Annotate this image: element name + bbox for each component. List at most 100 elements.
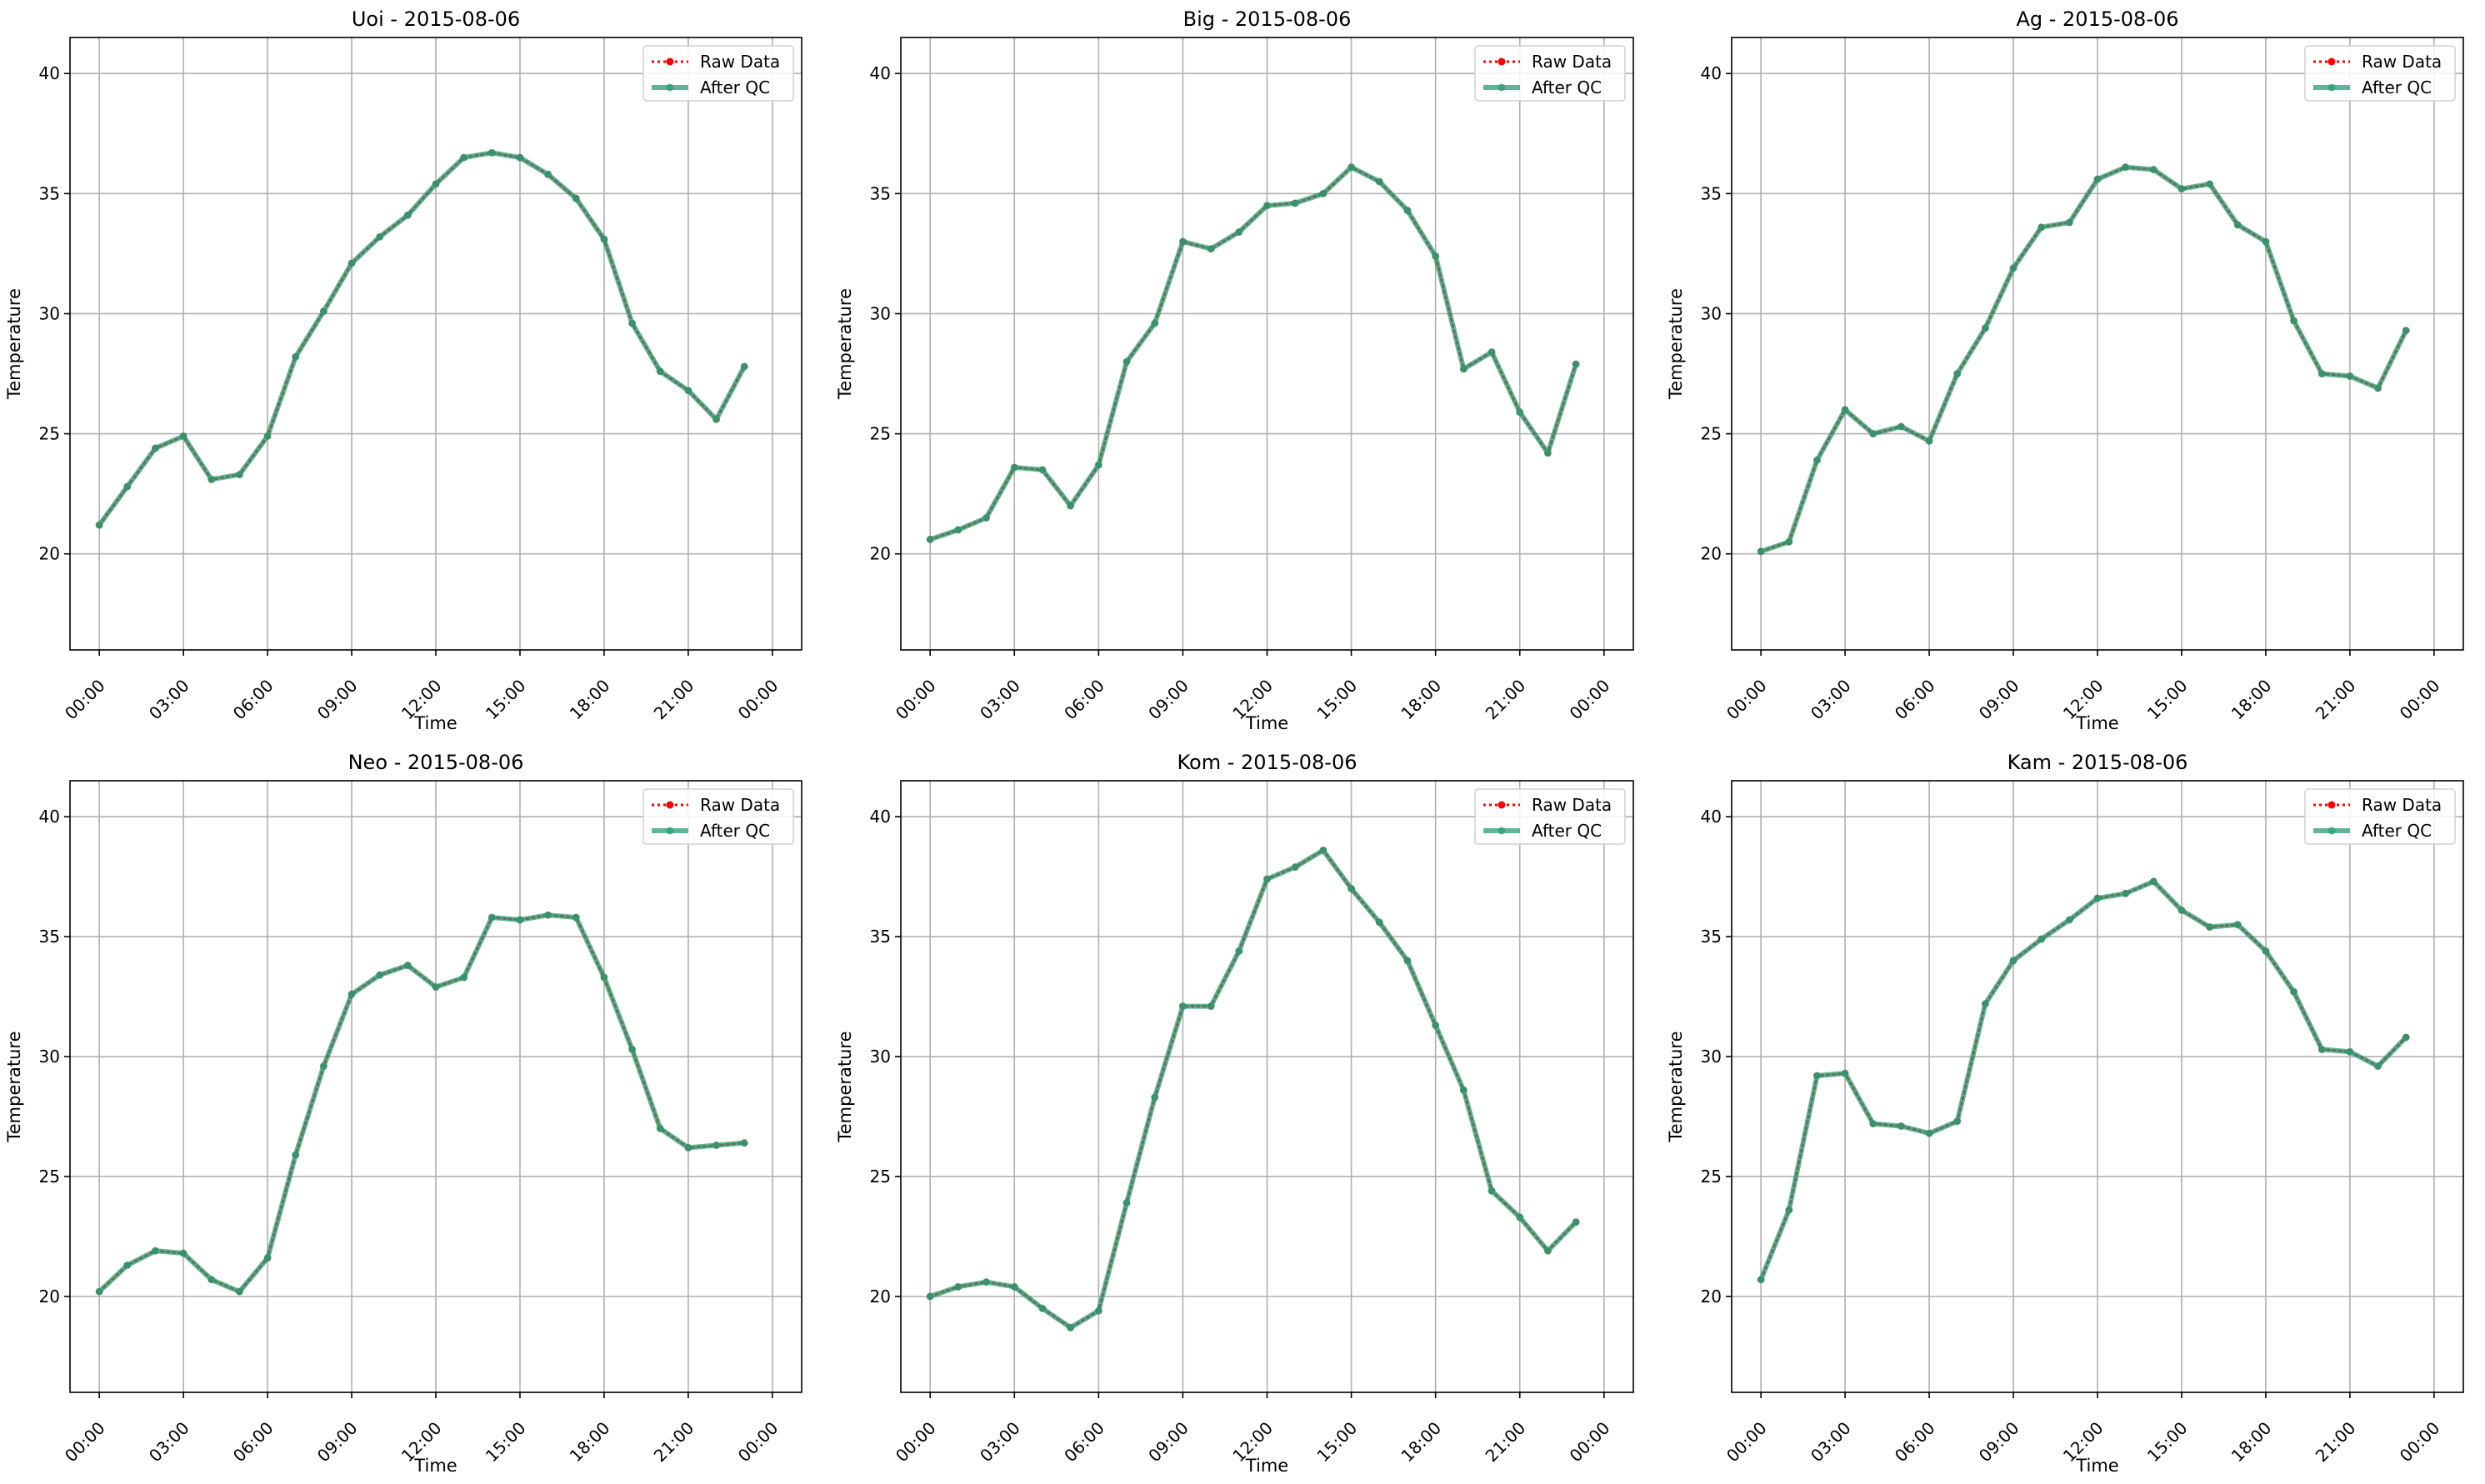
x-tick-label: 00:00	[2396, 676, 2444, 724]
x-tick-label: 06:00	[229, 1418, 278, 1467]
x-tick-label: 21:00	[1482, 676, 1530, 724]
x-tick-label: 00:00	[734, 676, 782, 724]
legend-label-after-qc: After QC	[1532, 77, 1602, 97]
after-qc-point	[1178, 237, 1187, 246]
after-qc-point	[208, 1276, 216, 1284]
after-qc-point	[544, 170, 552, 178]
x-tick-label: 09:00	[313, 1418, 362, 1467]
x-tick-label: 21:00	[2312, 676, 2360, 724]
after-qc-point	[1375, 918, 1383, 927]
x-tick-label: 00:00	[892, 676, 940, 724]
legend-marker-raw-data	[666, 801, 674, 809]
x-tick-label: 03:00	[145, 1418, 193, 1467]
after-qc-point	[1869, 430, 1878, 438]
after-qc-point	[1403, 207, 1412, 215]
after-qc-point	[1319, 189, 1328, 197]
legend-label-raw-data: Raw Data	[2362, 795, 2442, 815]
after-qc-point	[460, 153, 468, 162]
subplot-title: Big - 2015-08-06	[1183, 7, 1352, 31]
after-qc-point	[684, 387, 692, 395]
x-tick-label: 21:00	[650, 676, 698, 724]
after-qc-point	[2233, 221, 2242, 229]
y-tick-label: 20	[39, 1287, 60, 1307]
y-tick-label: 30	[1701, 1047, 1722, 1067]
x-tick-label: 15:00	[482, 676, 530, 724]
after-qc-line	[97, 912, 748, 1295]
y-axis-label: Temperature	[1666, 1031, 1686, 1142]
y-tick-label: 35	[1701, 927, 1722, 947]
x-axis-label: Time	[2075, 1456, 2118, 1476]
x-tick-label: 21:00	[2312, 1418, 2360, 1467]
after-qc-point	[1291, 199, 1299, 207]
raw-data-line	[98, 913, 746, 1293]
after-qc-point	[572, 913, 580, 922]
after-qc-point	[1319, 846, 1328, 854]
after-qc-point	[1459, 365, 1468, 373]
legend-label-after-qc: After QC	[700, 77, 770, 97]
after-qc-point	[1067, 1323, 1075, 1332]
y-tick-label: 40	[1701, 63, 1722, 83]
legend-marker-raw-data	[1498, 57, 1506, 66]
after-qc-point	[1432, 1022, 1440, 1030]
after-qc-point	[1812, 1072, 1821, 1080]
after-qc-point	[432, 180, 440, 188]
legend-label-raw-data: Raw Data	[700, 52, 780, 72]
after-qc-point	[1291, 863, 1299, 872]
after-qc-point	[1207, 1002, 1215, 1011]
after-qc-point	[1953, 370, 1962, 378]
after-qc-point	[292, 1151, 300, 1159]
x-tick-label: 00:00	[2396, 1418, 2444, 1467]
after-qc-point	[319, 307, 328, 316]
x-tick-label: 03:00	[976, 676, 1024, 724]
after-qc-point	[1488, 1187, 1496, 1195]
y-tick-label: 35	[870, 183, 891, 203]
legend-marker-raw-data	[2328, 57, 2336, 66]
after-qc-point	[982, 513, 991, 522]
after-qc-point	[2290, 317, 2298, 325]
after-qc-point	[1925, 437, 1933, 445]
x-tick-label: 06:00	[1891, 1418, 1939, 1467]
x-tick-label: 21:00	[1482, 1418, 1530, 1467]
after-qc-point	[179, 1249, 188, 1257]
after-qc-point	[2122, 163, 2130, 172]
after-qc-point	[1757, 1276, 1765, 1284]
after-qc-point	[982, 1278, 991, 1287]
after-qc-point	[488, 148, 496, 157]
y-tick-label: 20	[870, 544, 891, 564]
x-tick-label: 15:00	[1312, 1418, 1361, 1467]
after-qc-point	[1122, 1199, 1131, 1207]
y-tick-label: 25	[39, 424, 60, 444]
legend-label-after-qc: After QC	[2362, 77, 2432, 97]
after-qc-point	[1543, 1247, 1552, 1255]
after-qc-line	[1758, 878, 2409, 1282]
after-qc-point	[1403, 957, 1412, 965]
after-qc-point	[628, 319, 637, 327]
x-tick-label: 18:00	[566, 676, 614, 724]
x-tick-label: 18:00	[2228, 676, 2276, 724]
after-qc-point	[1897, 422, 1905, 431]
after-qc-point	[263, 1254, 272, 1262]
after-qc-point	[2318, 370, 2326, 378]
y-tick-label: 40	[870, 807, 891, 827]
after-qc-point	[2206, 180, 2214, 188]
x-tick-label: 03:00	[976, 1418, 1024, 1467]
legend-marker-after-qc	[666, 827, 674, 835]
y-tick-label: 35	[39, 183, 60, 203]
x-tick-label: 00:00	[1722, 1418, 1771, 1467]
after-qc-line	[1758, 164, 2409, 554]
x-tick-label: 00:00	[734, 1418, 782, 1467]
y-tick-label: 35	[39, 927, 60, 947]
after-qc-point	[292, 352, 300, 361]
x-tick-label: 06:00	[1891, 676, 1939, 724]
after-qc-point	[1925, 1129, 1933, 1137]
after-qc-point	[1038, 1304, 1047, 1312]
subplot-title: Uoi - 2015-08-06	[352, 7, 520, 31]
after-qc-point	[656, 1124, 664, 1132]
y-tick-label: 20	[1701, 1287, 1722, 1307]
x-tick-label: 15:00	[2143, 1418, 2192, 1467]
after-qc-point	[2093, 175, 2102, 183]
after-qc-point	[2065, 218, 2073, 227]
after-qc-point	[151, 444, 159, 452]
x-axis-label: Time	[1245, 1456, 1288, 1476]
after-qc-point	[1094, 1307, 1102, 1315]
